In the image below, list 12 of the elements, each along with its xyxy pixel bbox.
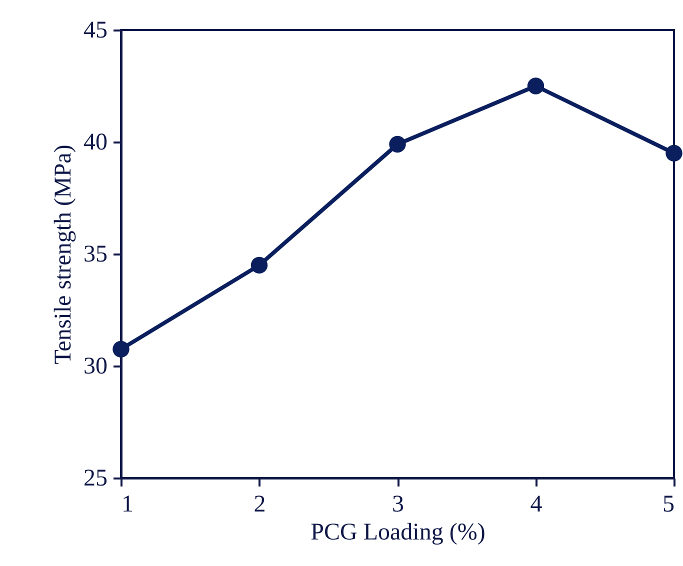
y-axis-title: Tensile strength (MPa) xyxy=(50,144,76,364)
y-tick-label: 40 xyxy=(84,130,108,156)
y-tick-label: 25 xyxy=(84,466,108,492)
x-tick-label: 4 xyxy=(530,492,542,518)
x-tick-label: 3 xyxy=(392,492,404,518)
y-tick-label: 45 xyxy=(84,18,108,44)
y-tick-label: 35 xyxy=(84,242,108,268)
x-tick-label: 2 xyxy=(254,492,266,518)
x-axis-title: PCG Loading (%) xyxy=(310,520,486,546)
x-tick-label: 5 xyxy=(662,492,674,518)
x-tick-label: 1 xyxy=(122,492,134,518)
y-tick-label: 30 xyxy=(84,354,108,380)
